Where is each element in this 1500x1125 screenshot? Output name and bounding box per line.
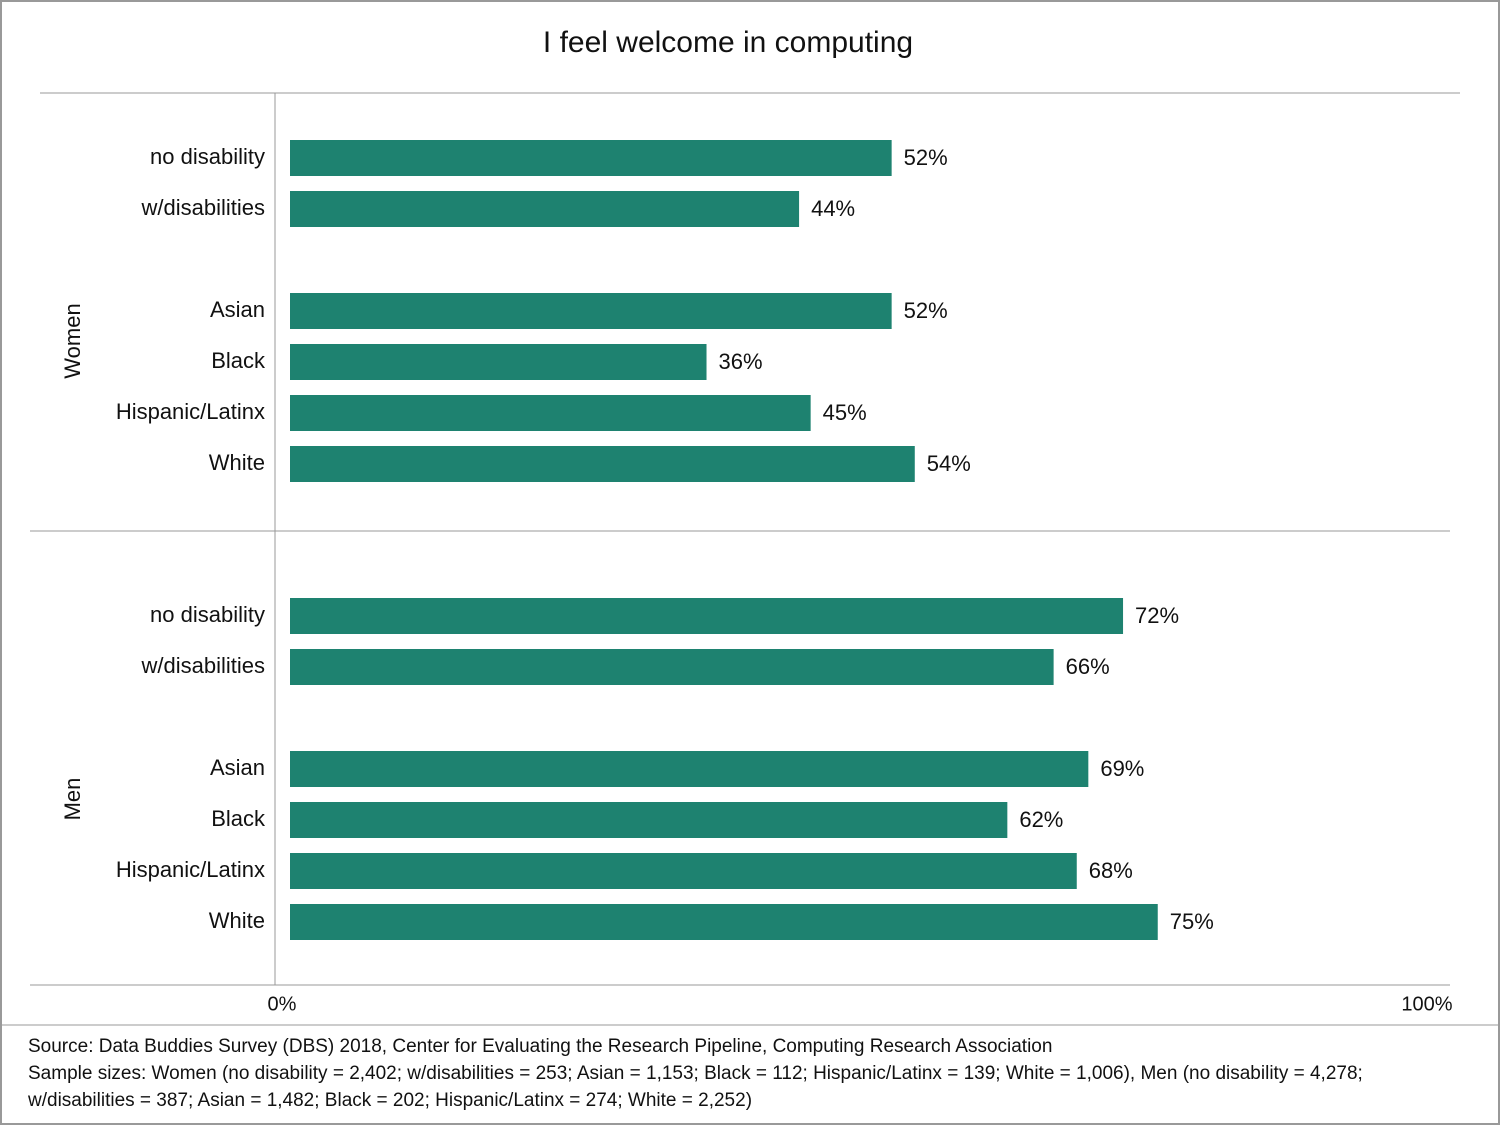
value-label: 44% (811, 196, 855, 221)
bar (290, 649, 1054, 685)
bar (290, 395, 811, 431)
value-label: 75% (1170, 909, 1214, 934)
x-tick-label: 100% (1401, 993, 1452, 1015)
y-tick-label: no disability (150, 602, 265, 627)
chart-title: I feel welcome in computing (543, 26, 913, 59)
value-label: 68% (1089, 858, 1133, 883)
y-tick-label: White (209, 450, 265, 475)
bar (290, 802, 1008, 838)
bar (290, 293, 892, 329)
bar (290, 191, 800, 227)
group-label: Women (60, 303, 85, 378)
sample-note: Sample sizes: Women (no disability = 2,4… (28, 1063, 1363, 1111)
y-tick-label: no disability (150, 144, 265, 169)
value-label: 72% (1135, 603, 1179, 628)
value-label: 52% (904, 298, 948, 323)
y-tick-label: Black (211, 348, 266, 373)
group-label: Men (60, 778, 85, 821)
source: Source: Data Buddies Survey (DBS) 2018, … (28, 1036, 1053, 1057)
y-tick-label: Asian (210, 297, 265, 322)
y-tick-label: w/disabilities (141, 195, 266, 220)
bar (290, 344, 707, 380)
y-tick-label: Hispanic/Latinx (116, 399, 265, 424)
value-label: 52% (904, 145, 948, 170)
x-tick-label: 0% (268, 993, 297, 1015)
value-label: 36% (719, 349, 763, 374)
bar (290, 904, 1158, 940)
bar (290, 598, 1124, 634)
y-tick-label: w/disabilities (141, 653, 266, 678)
value-label: 69% (1100, 756, 1144, 781)
footer: Source: Data Buddies Survey (DBS) 2018, … (28, 1033, 1468, 1114)
y-tick-label: Asian (210, 755, 265, 780)
bar (290, 853, 1077, 889)
value-label: 45% (823, 400, 867, 425)
bar (290, 446, 915, 482)
bar (290, 751, 1089, 787)
bar (290, 140, 892, 176)
value-label: 62% (1019, 807, 1063, 832)
value-label: 66% (1066, 654, 1110, 679)
value-label: 54% (927, 451, 971, 476)
y-tick-label: White (209, 908, 265, 933)
y-tick-label: Hispanic/Latinx (116, 857, 265, 882)
y-tick-label: Black (211, 806, 266, 831)
